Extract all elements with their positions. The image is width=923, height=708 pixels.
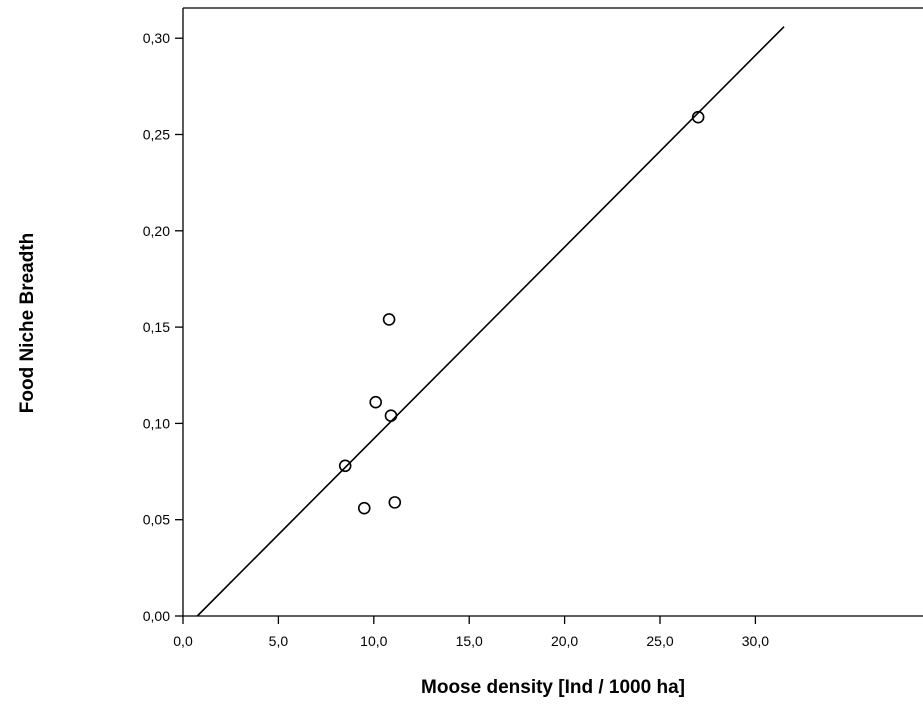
regression-line — [196, 26, 785, 617]
y-tick-label: 0,05 — [143, 512, 170, 528]
x-tick-label: 15,0 — [456, 633, 483, 649]
data-point — [357, 501, 371, 515]
regression-line-layer — [196, 26, 785, 617]
y-tick-label: 0,25 — [143, 127, 170, 143]
data-point — [369, 395, 383, 409]
y-tick-label: 0,20 — [143, 223, 170, 239]
plot-area — [182, 7, 923, 617]
x-axis-title: Moose density [Ind / 1000 ha] — [421, 677, 685, 698]
x-tick-label: 30,0 — [742, 633, 769, 649]
data-points-layer — [338, 110, 705, 515]
data-point — [691, 110, 705, 124]
x-tick-label: 0,0 — [173, 633, 193, 649]
y-tick-label: 0,30 — [143, 30, 170, 46]
y-tick-label: 0,10 — [143, 415, 170, 431]
data-point — [338, 459, 352, 473]
data-point — [384, 409, 398, 422]
x-tick-label: 25,0 — [646, 633, 673, 649]
x-tick-label: 20,0 — [551, 633, 578, 649]
y-axis-ticks: 0,00 0,05 0,10 0,15 0,20 0,25 0,30 — [143, 30, 183, 624]
y-tick-label: 0,00 — [143, 608, 170, 624]
data-point — [388, 496, 402, 509]
y-tick-label: 0,15 — [143, 319, 170, 335]
y-axis-title: Food Niche Breadth — [17, 233, 38, 414]
data-point — [382, 313, 396, 326]
x-tick-label: 10,0 — [360, 633, 387, 649]
x-tick-label: 5,0 — [269, 633, 289, 649]
x-axis-ticks: 0,0 5,0 10,0 15,0 20,0 25,0 30,0 — [173, 616, 769, 649]
